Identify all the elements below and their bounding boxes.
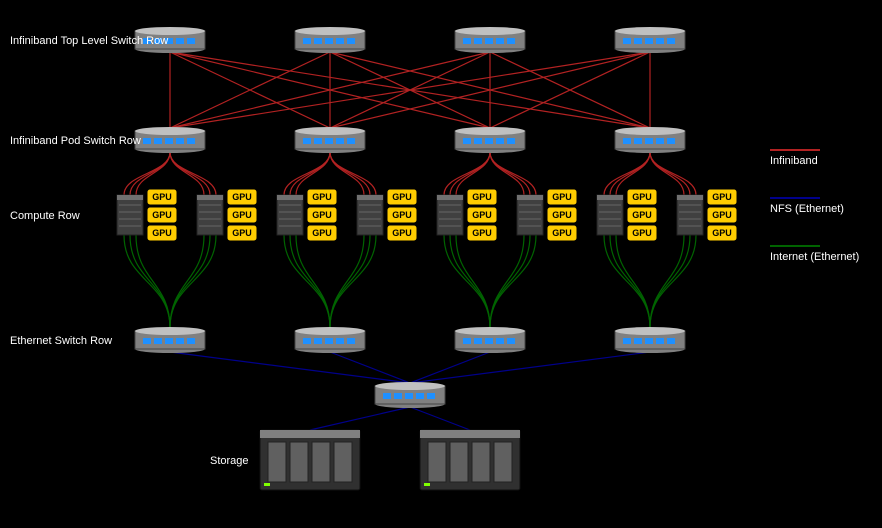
svg-text:GPU: GPU [312,192,332,202]
gpu-stack-0-1: GPU GPU GPU [227,189,257,241]
eth-switch-2 [455,327,525,353]
gpu-stack-1-0: GPU GPU GPU [307,189,337,241]
svg-text:GPU: GPU [472,192,492,202]
legend-label-1: NFS (Ethernet) [770,203,844,215]
gpu-stack-2-1: GPU GPU GPU [547,189,577,241]
label-row1: Infiniband Top Level Switch Row [10,35,168,47]
network-diagram: GPUGPUGPUGPUGPUGPUGPUGPUGPUGPUGPUGPUGPUG… [0,0,882,528]
label-row3: Compute Row [10,210,80,222]
eth-switch-1 [295,327,365,353]
compute-server-1-0 [277,195,303,235]
top-switch-1 [295,27,365,53]
svg-text:GPU: GPU [152,210,172,220]
svg-text:GPU: GPU [712,192,732,202]
svg-text:GPU: GPU [312,228,332,238]
gpu-stack-3-0: GPU GPU GPU [627,189,657,241]
svg-text:GPU: GPU [552,210,572,220]
svg-text:GPU: GPU [232,228,252,238]
pod-switch-2 [455,127,525,153]
pod-switch-0 [135,127,205,153]
svg-text:GPU: GPU [232,192,252,202]
svg-text:GPU: GPU [152,228,172,238]
svg-text:GPU: GPU [472,228,492,238]
svg-text:GPU: GPU [552,192,572,202]
compute-server-1-1 [357,195,383,235]
eth-switch-3 [615,327,685,353]
storage-1 [420,430,520,490]
svg-text:GPU: GPU [552,228,572,238]
compute-server-3-0 [597,195,623,235]
svg-text:GPU: GPU [152,192,172,202]
top-switch-3 [615,27,685,53]
central-switch [375,382,445,408]
svg-text:GPU: GPU [632,210,652,220]
legend-label-0: Infiniband [770,155,818,167]
pod-switch-3 [615,127,685,153]
svg-text:GPU: GPU [392,210,412,220]
gpu-stack-3-1: GPU GPU GPU [707,189,737,241]
svg-text:GPU: GPU [632,192,652,202]
svg-text:GPU: GPU [712,228,732,238]
compute-server-2-0 [437,195,463,235]
svg-text:GPU: GPU [392,228,412,238]
top-switch-2 [455,27,525,53]
gpu-stack-1-1: GPU GPU GPU [387,189,417,241]
legend-label-2: Internet (Ethernet) [770,251,859,263]
compute-server-0-1 [197,195,223,235]
svg-text:GPU: GPU [472,210,492,220]
gpu-stack-2-0: GPU GPU GPU [467,189,497,241]
svg-text:GPU: GPU [312,210,332,220]
label-row2: Infiniband Pod Switch Row [10,135,141,147]
storage-0 [260,430,360,490]
label-row4: Ethernet Switch Row [10,335,112,347]
gpu-stack-0-0: GPU GPU GPU [147,189,177,241]
svg-text:GPU: GPU [232,210,252,220]
eth-switch-0 [135,327,205,353]
svg-text:GPU: GPU [392,192,412,202]
svg-text:GPU: GPU [712,210,732,220]
pod-switch-1 [295,127,365,153]
compute-server-3-1 [677,195,703,235]
svg-text:GPU: GPU [632,228,652,238]
compute-server-0-0 [117,195,143,235]
label-storage: Storage [210,455,249,467]
compute-server-2-1 [517,195,543,235]
